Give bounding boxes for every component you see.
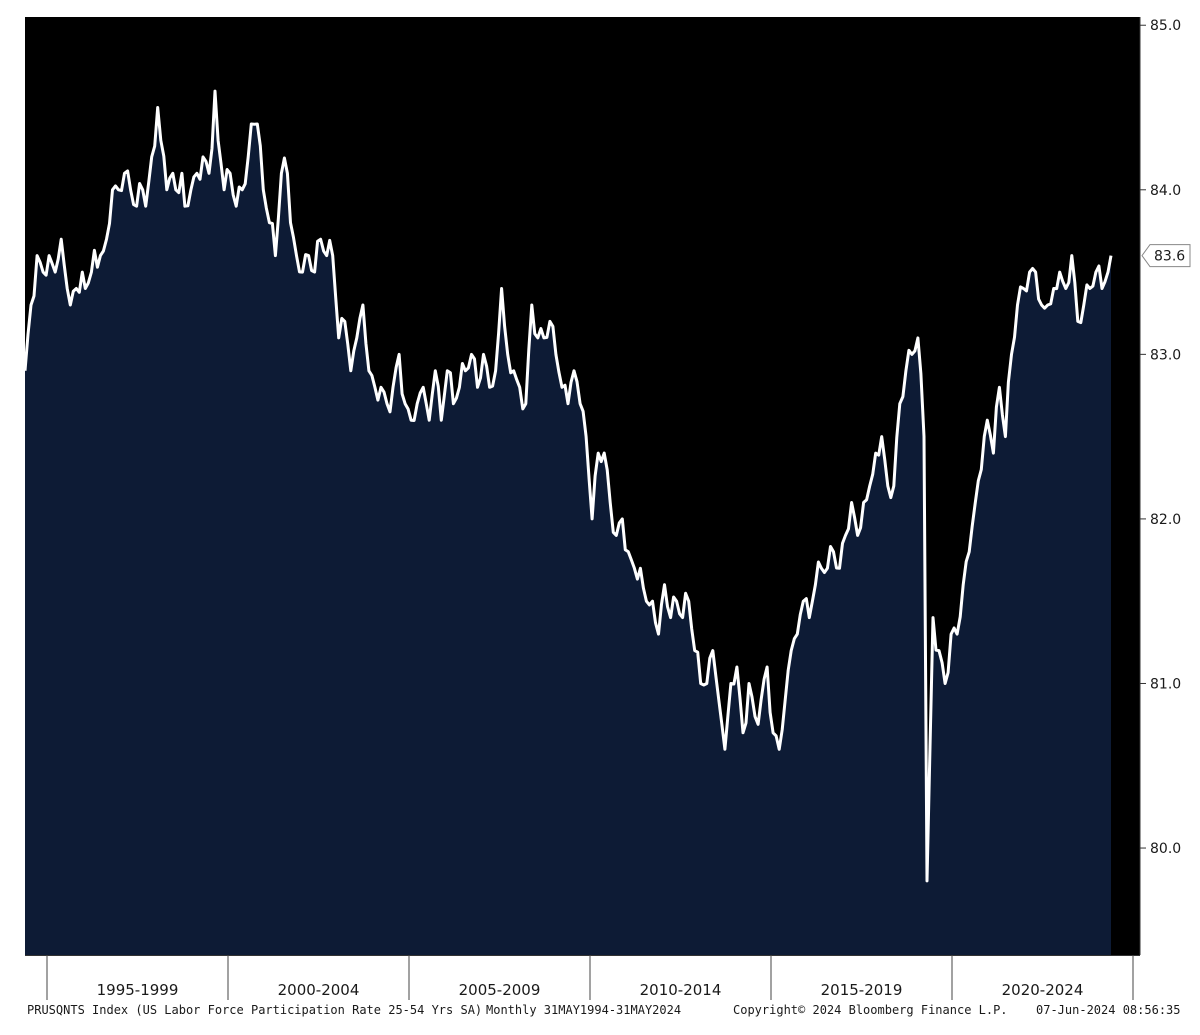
y-tick-label: 82.0 — [1150, 512, 1181, 528]
x-tick-label: 2000-2004 — [278, 981, 360, 999]
x-tick-label: 2015-2019 — [821, 981, 903, 999]
footer-ticker-description: PRUSQNTS Index (US Labor Force Participa… — [27, 1003, 483, 1017]
chart: 85.0 84.0 83.0 82.0 81.0 80.0 1995-1999 2000-2… — [23, 17, 1191, 1000]
y-tick-label: 80.0 — [1150, 841, 1181, 857]
y-tick-label: 83.0 — [1150, 347, 1181, 363]
footer-copyright: Copyright© 2024 Bloomberg Finance L.P. — [733, 1003, 1008, 1017]
y-axis: 85.0 84.0 83.0 82.0 81.0 80.0 — [1139, 17, 1181, 955]
x-tick-label: 2010-2014 — [640, 981, 722, 999]
y-tick-label: 81.0 — [1150, 676, 1181, 692]
x-tick-label: 2020-2024 — [1002, 981, 1084, 999]
footer-date-range: Monthly 31MAY1994-31MAY2024 — [486, 1003, 682, 1017]
y-tick-label: 85.0 — [1150, 18, 1181, 34]
footer-timestamp: 07-Jun-2024 08:56:35 — [1036, 1003, 1181, 1017]
series-line — [23, 89, 1113, 883]
last-value-tag — [1141, 244, 1191, 268]
series-area — [25, 91, 1111, 956]
last-value-marker: 83.6 — [1141, 244, 1191, 268]
x-axis: 1995-1999 2000-2004 2005-2009 2010-2014 2015… — [25, 955, 1140, 1000]
last-value-label: 83.6 — [1154, 249, 1185, 265]
y-tick-label: 84.0 — [1150, 183, 1181, 199]
x-tick-label: 2005-2009 — [459, 981, 541, 999]
x-tick-label: 1995-1999 — [97, 981, 179, 999]
